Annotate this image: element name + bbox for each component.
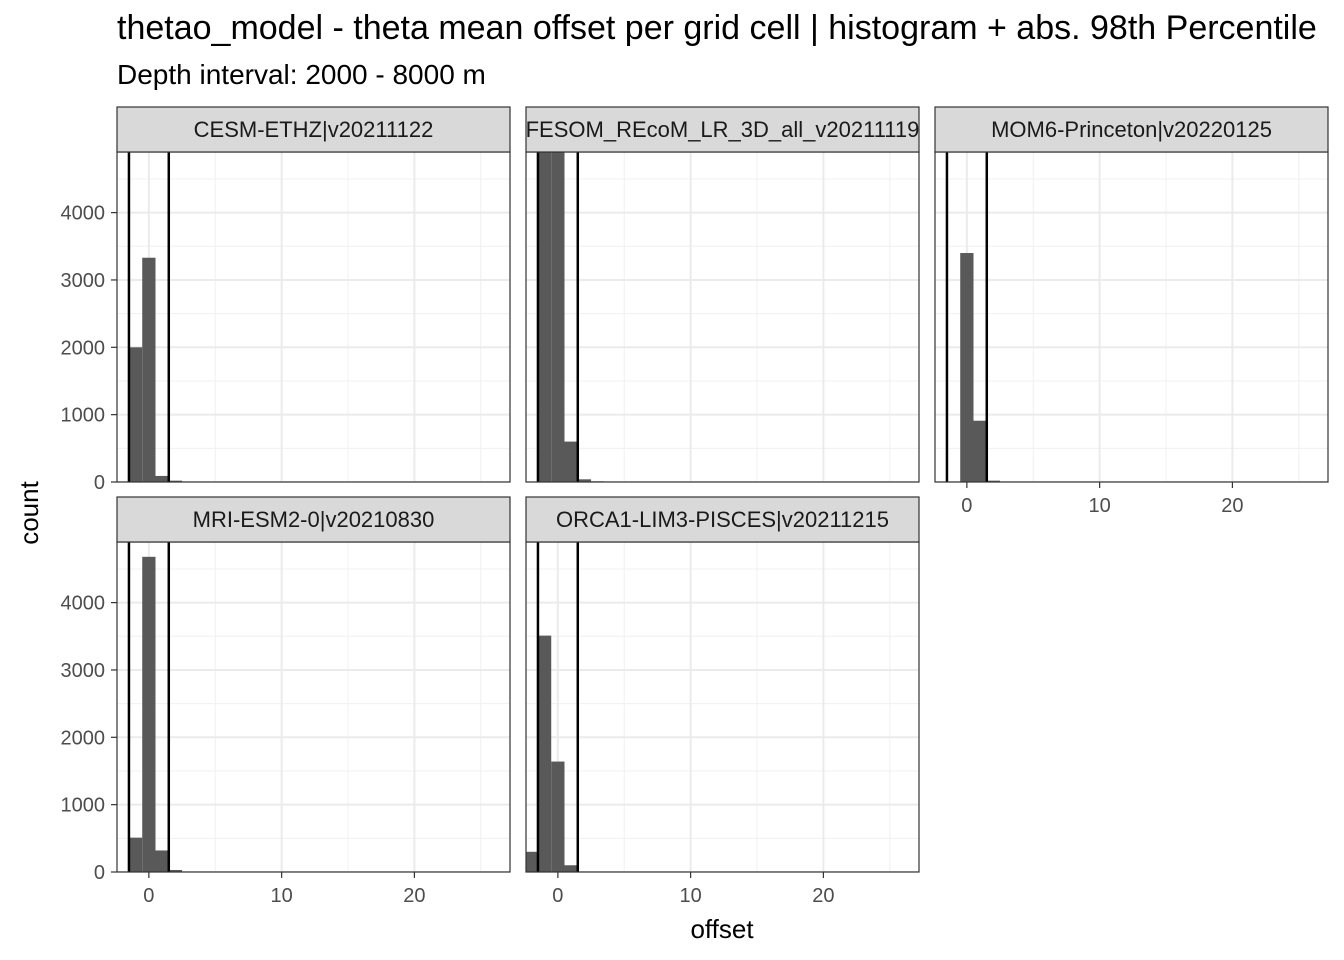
gridlines [117,152,510,482]
y-tick-label: 2000 [61,727,106,749]
facet-strip-label: FESOM_REcoM_LR_3D_all_v20211119 [526,117,920,142]
histogram-bars [526,635,578,872]
x-tick-label: 20 [1221,495,1243,517]
facet-strip [116,106,511,153]
histogram-bar [128,837,143,872]
histogram-bar [142,257,156,482]
panel-1: CESM-ETHZ|v20211122 0 1000 2000 3000 4000 [61,106,511,494]
facet-strip [525,106,920,153]
x-tick-label: 0 [961,495,972,517]
histogram-bar [551,761,565,872]
histogram-bars [128,556,183,872]
x-tick-label: 10 [271,885,293,907]
histogram-bar [526,851,538,872]
x-tick-label: 10 [1089,495,1111,517]
y-tick-label: 3000 [61,270,106,292]
x-tick-label: 0 [552,885,563,907]
histogram-bars [537,152,605,482]
histogram-bar [551,152,565,482]
y-axis-title: count [14,480,44,544]
histogram-bars [128,257,196,482]
y-tick-label: 1000 [61,795,106,817]
panel-background [935,152,1328,482]
facet-strip-label: MRI-ESM2-0|v20210830 [193,507,435,532]
panel-background [526,152,919,482]
panel-2: FESOM_REcoM_LR_3D_all_v20211119 [525,106,920,483]
x-tick-label: 20 [812,885,834,907]
histogram-bar [973,420,987,482]
x-tick-label: 20 [403,885,425,907]
panel-background [526,542,919,872]
y-tick-label: 3000 [61,660,106,682]
histogram-bar [155,850,169,872]
facet-strip [116,496,511,543]
y-tick-label: 0 [94,862,105,884]
x-axis-title: offset [690,914,754,944]
x-tick-label: 10 [680,885,702,907]
facet-strip-label: MOM6-Princeton|v20220125 [991,117,1272,142]
y-tick-label: 4000 [61,593,106,615]
facet-strip [934,106,1329,153]
panel-4: MRI-ESM2-0|v20210830 0 1000 2000 3000 4000 0 10… [61,496,511,907]
histogram-bar [537,152,552,482]
histogram-bar [564,441,578,482]
histogram-bar [168,869,183,872]
histogram-bar [564,865,578,872]
facet-strip [525,496,920,543]
x-tick-label: 0 [143,885,154,907]
histogram-bar [960,253,974,482]
histogram-bar [986,480,1001,482]
y-tick-label: 2000 [61,337,106,359]
histogram-bar [128,347,143,482]
panel-background [117,542,510,872]
y-tick-label: 4000 [61,203,106,225]
histogram-bar [168,480,183,482]
facet-strip-label: ORCA1-LIM3-PISCES|v20211215 [556,507,889,532]
panel-3: MOM6-Princeton|v20220125 0 10 20 [934,106,1329,517]
panel-background [117,152,510,482]
histogram-bar [577,479,592,482]
facet-strip-label: CESM-ETHZ|v20211122 [194,117,434,142]
histogram-bar [537,635,552,872]
histogram-bar [142,556,156,872]
chart-subtitle: Depth interval: 2000 - 8000 m [117,59,486,90]
histogram-bars [960,253,1014,482]
gridlines [935,152,1328,482]
chart-title: thetao_model - theta mean offset per gri… [117,9,1317,47]
panel-5: ORCA1-LIM3-PISCES|v20211215 0 10 20 [525,496,920,907]
histogram-bar [155,475,169,482]
y-tick-label: 0 [94,472,105,494]
y-tick-label: 1000 [61,405,106,427]
